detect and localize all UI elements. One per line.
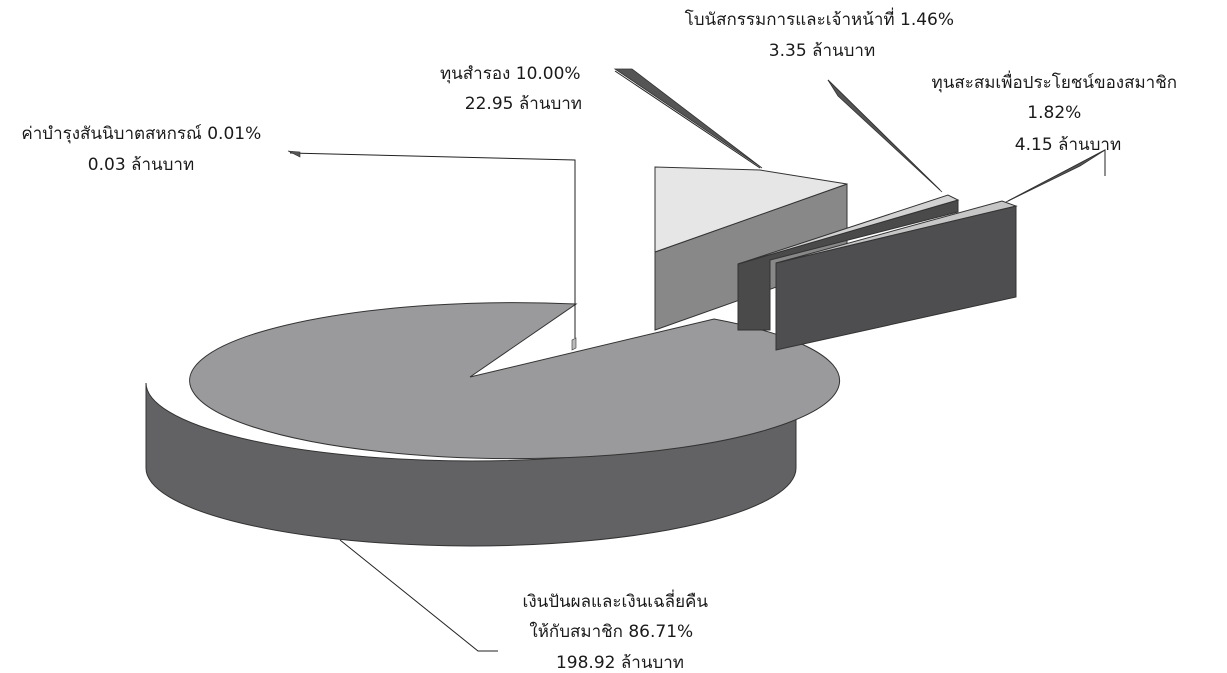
leader-benefit: [1005, 149, 1106, 203]
slice-top-benefit: [775, 200, 1018, 264]
arrow-bonus: [827, 79, 943, 193]
label-dividend-line-3: 198.92 ล้านบาท: [556, 653, 684, 673]
label-reserve: ทุนสำรอง 10.00% 22.95 ล้านบาท: [440, 64, 586, 114]
label-federation: ค่าบำรุงสันนิบาตสหกรณ์ 0.01% 0.03 ล้านบา…: [21, 124, 266, 175]
slice-top-dividend: [189, 302, 841, 460]
leader-reserve: [613, 68, 763, 169]
slice-side-dividend: [145, 382, 797, 547]
label-benefit: ทุนสะสมเพื่อประโยชน์ของสมาชิก 1.82% 4.15…: [932, 70, 1183, 155]
arrow-benefit: [1005, 149, 1106, 203]
label-dividend: เงินปันผลและเงินเฉลี่ยคืน ให้กับสมาชิก 8…: [523, 589, 714, 673]
label-bonus: โบนัสกรรมการและเจ้าหน้าที่ 1.46% 3.35 ล้…: [685, 7, 960, 61]
leader-bonus: [827, 79, 943, 193]
slice-group-bonus: [737, 194, 960, 331]
label-federation-line-2: 0.03 ล้านบาท: [88, 155, 194, 175]
label-dividend-line-2: ให้กับสมาชิก 86.71%: [529, 621, 693, 642]
label-bonus-line-2: 3.35 ล้านบาท: [769, 41, 875, 61]
slice-group-dividend: [145, 302, 841, 547]
slice-top-reserve: [654, 166, 848, 253]
label-reserve-line-2: 22.95 ล้านบาท: [465, 94, 582, 114]
label-reserve-line-1: ทุนสำรอง 10.00%: [440, 64, 581, 84]
label-benefit-line-1: ทุนสะสมเพื่อประโยชน์ของสมาชิก: [932, 70, 1178, 93]
label-bonus-line-1: โบนัสกรรมการและเจ้าหน้าที่ 1.46%: [685, 7, 954, 30]
label-federation-line-1: ค่าบำรุงสันนิบาตสหกรณ์ 0.01%: [21, 124, 261, 144]
slice-federation: [571, 337, 577, 351]
slice-top-bonus: [737, 194, 960, 265]
leader-dividend: [339, 539, 498, 652]
label-benefit-line-2: 1.82%: [1027, 103, 1081, 123]
leader-federation: [287, 150, 576, 338]
slice-group-benefit: [775, 200, 1018, 351]
label-benefit-line-3: 4.15 ล้านบาท: [1015, 135, 1121, 155]
arrow-federation: [287, 150, 301, 158]
label-dividend-line-1: เงินปันผลและเงินเฉลี่ยคืน: [523, 589, 709, 612]
arrow-reserve: [613, 68, 763, 169]
